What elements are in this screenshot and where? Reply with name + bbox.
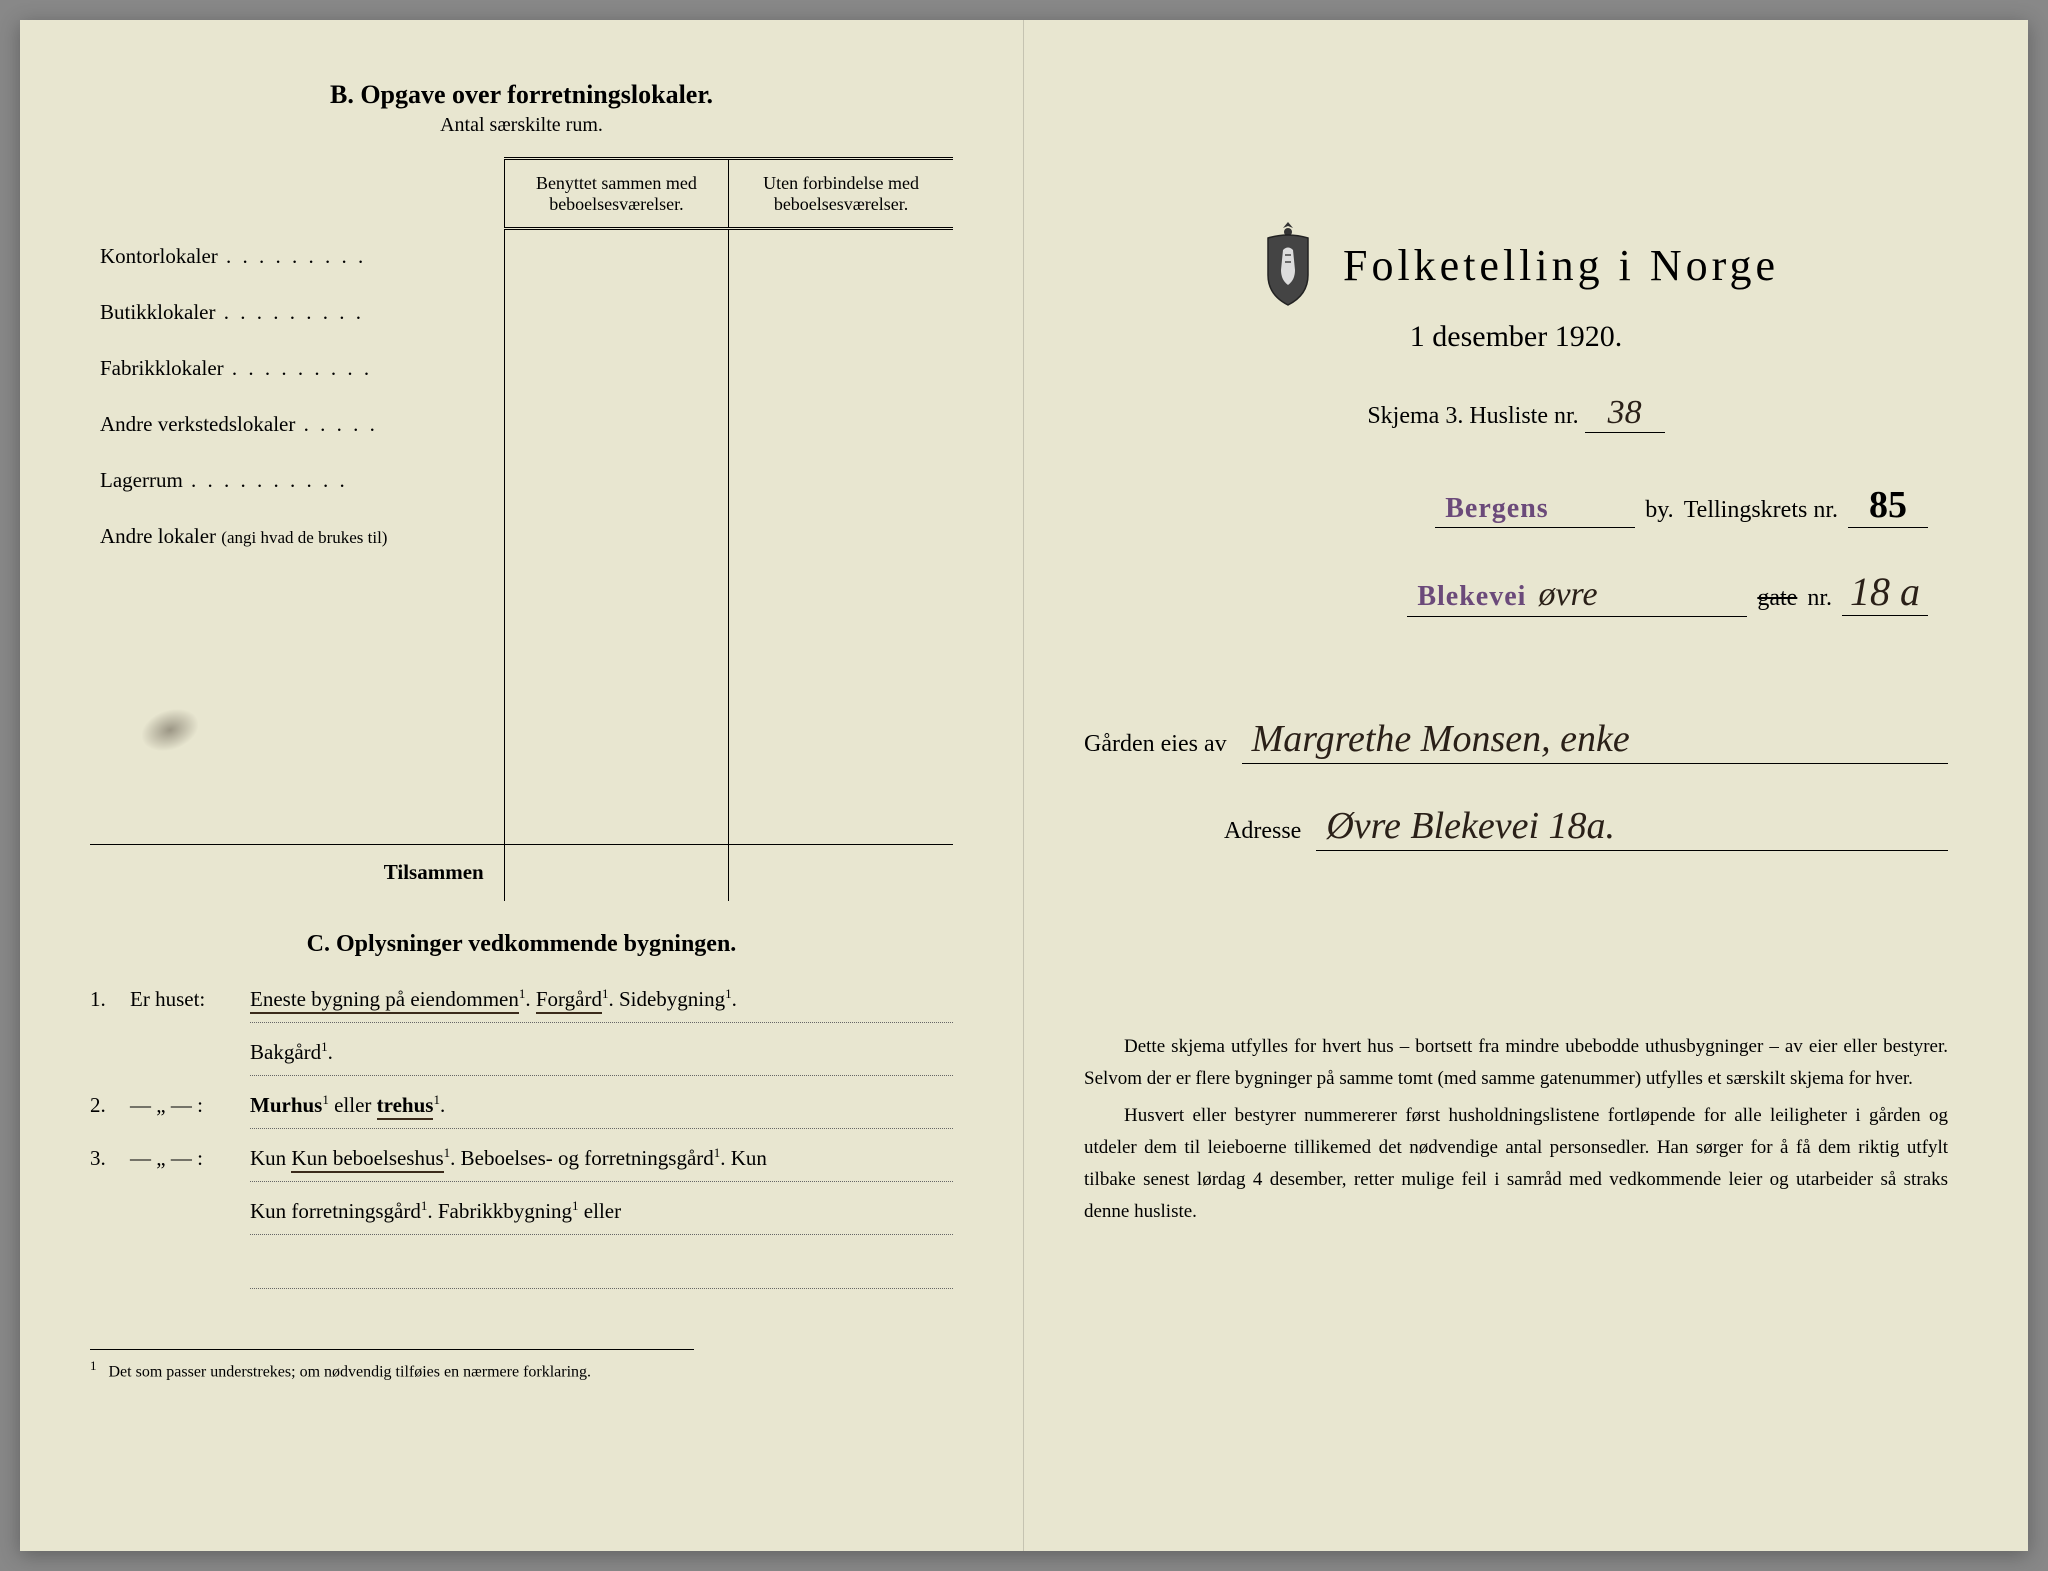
- cell: [729, 229, 953, 285]
- row-label: Butikklokaler: [90, 285, 504, 341]
- owner-line: Gården eies av Margrethe Monsen, enke: [1084, 717, 1948, 764]
- question-3-cont: Kun forretningsgård1. Fabrikkbygning1 el…: [90, 1188, 953, 1235]
- question-3: 3. — „ — : Kun Kun beboelseshus1. Beboel…: [90, 1135, 953, 1182]
- address-value: Øvre Blekevei 18a.: [1316, 804, 1948, 851]
- cell: [729, 397, 953, 453]
- coat-of-arms-icon: [1253, 220, 1323, 310]
- form-number-line: Skjema 3. Husliste nr. 38: [1084, 394, 1948, 433]
- table-row: [90, 565, 953, 621]
- dots: [215, 300, 364, 324]
- cell: [504, 509, 728, 565]
- q2-opt2-underlined: trehus: [377, 1093, 434, 1120]
- table-row: Lagerrum: [90, 453, 953, 509]
- gate-struck: gate: [1757, 585, 1797, 612]
- section-c: C. Oplysninger vedkommende bygningen. 1.…: [90, 931, 953, 1289]
- q3-opt1-underlined: Kun beboelseshus: [291, 1146, 443, 1173]
- cell: [504, 845, 728, 901]
- cell: [504, 341, 728, 397]
- dots: [295, 412, 378, 436]
- city-stamp: Bergens: [1445, 493, 1548, 524]
- cell: [729, 509, 953, 565]
- table-row: Fabrikklokaler: [90, 341, 953, 397]
- question-1-cont: Bakgård1.: [90, 1029, 953, 1076]
- table-row: Andre lokaler (angi hvad de brukes til): [90, 509, 953, 565]
- col-with-dwelling: Benyttet sammen med beboelsesværelser.: [504, 159, 728, 229]
- cell: [504, 229, 728, 285]
- instructions: Dette skjema utfylles for hvert hus – bo…: [1084, 1031, 1948, 1229]
- table-row: Andre verkstedslokaler: [90, 397, 953, 453]
- question-2: 2. — „ — : Murhus1 eller trehus1.: [90, 1082, 953, 1129]
- husliste-nr: 38: [1585, 394, 1665, 433]
- cell: [504, 397, 728, 453]
- title-block: Folketelling i Norge: [1084, 220, 1948, 310]
- table-row: [90, 733, 953, 789]
- totals-row: Tilsammen: [90, 845, 953, 901]
- row-label: Andre verkstedslokaler: [90, 397, 504, 453]
- question-1: 1. Er huset: Eneste bygning på eiendomme…: [90, 976, 953, 1023]
- main-title: Folketelling i Norge: [1343, 240, 1779, 291]
- house-nr: 18 a: [1842, 568, 1928, 616]
- q1-opt1-underlined: Eneste bygning på eiendommen: [250, 987, 519, 1014]
- cell: [729, 453, 953, 509]
- street-handwritten: øvre: [1538, 576, 1597, 613]
- cell: [504, 285, 728, 341]
- row-label: Kontorlokaler: [90, 229, 504, 285]
- census-date: 1 desember 1920.: [1084, 320, 1948, 354]
- footnote: 1 Det som passer understrekes; om nødven…: [90, 1349, 694, 1381]
- dots: [218, 244, 367, 268]
- business-premises-table: Benyttet sammen med beboelsesværelser. U…: [90, 157, 953, 901]
- owner-value: Margrethe Monsen, enke: [1242, 717, 1948, 764]
- table-row: [90, 789, 953, 845]
- table-row: Kontorlokaler: [90, 229, 953, 285]
- street-line: Blekevei øvre gate nr. 18 a: [1084, 568, 1948, 617]
- cell: [504, 453, 728, 509]
- census-document: B. Opgave over forretningslokaler. Antal…: [20, 20, 2028, 1551]
- right-page: Folketelling i Norge 1 desember 1920. Sk…: [1024, 20, 2028, 1551]
- instructions-p1: Dette skjema utfylles for hvert hus – bo…: [1084, 1031, 1948, 1096]
- totals-label: Tilsammen: [90, 845, 504, 901]
- left-page: B. Opgave over forretningslokaler. Antal…: [20, 20, 1024, 1551]
- q1-opt2-underlined: Forgård: [536, 987, 602, 1014]
- section-c-title: C. Oplysninger vedkommende bygningen.: [90, 931, 953, 958]
- cell: [729, 341, 953, 397]
- section-b-subtitle: Antal særskilte rum.: [90, 114, 953, 137]
- krets-nr: 85: [1848, 483, 1928, 528]
- section-b-title: B. Opgave over forretningslokaler.: [90, 80, 953, 110]
- city-line: Bergens by. Tellingskrets nr. 85: [1084, 483, 1948, 528]
- col-blank: [90, 159, 504, 229]
- cell: [729, 845, 953, 901]
- address-line: Adresse Øvre Blekevei 18a.: [1084, 804, 1948, 851]
- table-row: Butikklokaler: [90, 285, 953, 341]
- question-3-blank: [90, 1241, 953, 1288]
- row-label: Andre lokaler (angi hvad de brukes til): [90, 509, 504, 565]
- row-label: Lagerrum: [90, 453, 504, 509]
- cell: [729, 285, 953, 341]
- dots: [183, 468, 348, 492]
- table-row: [90, 677, 953, 733]
- table-row: [90, 621, 953, 677]
- street-stamp: Blekevei: [1417, 581, 1526, 612]
- col-without-dwelling: Uten forbindelse med beboelsesværelser.: [729, 159, 953, 229]
- instructions-p2: Husvert eller bestyrer nummererer først …: [1084, 1100, 1948, 1229]
- row-label: Fabrikklokaler: [90, 341, 504, 397]
- dots: [224, 356, 373, 380]
